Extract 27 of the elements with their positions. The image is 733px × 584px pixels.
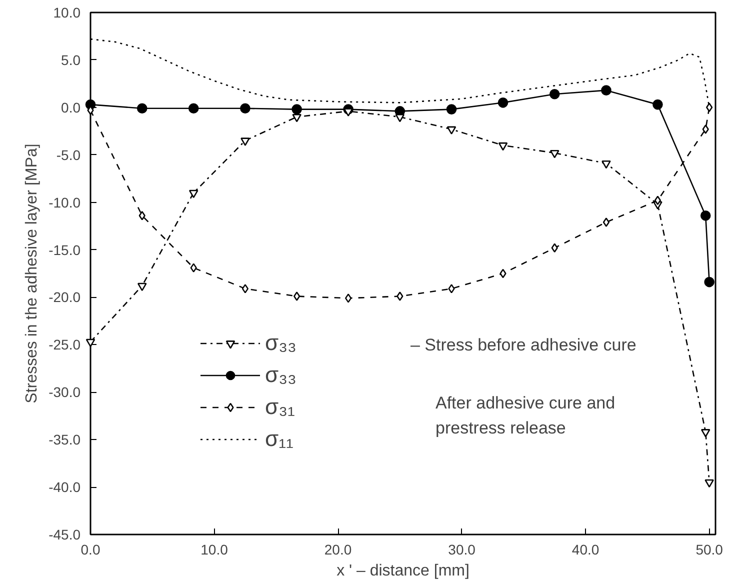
y-tick-label: 10.0 [53, 4, 81, 20]
annotation: prestress release [436, 418, 566, 438]
annotation: – Stress before adhesive cure [410, 336, 636, 354]
x-tick-label: 0.0 [80, 542, 100, 558]
y-tick-label: -10.0 [48, 194, 81, 210]
x-tick-label: 10.0 [200, 542, 228, 558]
legend-label: σ₁₁ [265, 425, 294, 453]
legend-label: σ₃₃ [265, 329, 296, 357]
y-tick-label: -15.0 [48, 242, 81, 258]
y-tick-label: 0.0 [61, 99, 81, 116]
y-tick-label: -5.0 [56, 146, 81, 163]
y-tick-label: -35.0 [48, 432, 81, 448]
x-axis-title: x ' – distance [mm] [336, 562, 470, 580]
y-tick-label: -25.0 [48, 336, 81, 353]
legend-label: σ₃₁ [265, 393, 295, 421]
x-tick-label: 50.0 [696, 542, 724, 558]
y-tick-label: -40.0 [48, 479, 81, 496]
y-tick-label: 5.0 [61, 52, 81, 68]
y-tick-label: -30.0 [48, 384, 81, 400]
legend-label: σ₃₃ [265, 361, 296, 389]
y-tick-label: -45.0 [48, 526, 81, 542]
y-axis-title: Stresses in the adhesive layer [MPa] [24, 144, 41, 404]
x-tick-label: 20.0 [324, 542, 352, 558]
y-tick-label: -20.0 [48, 289, 81, 306]
x-tick-label: 30.0 [448, 542, 476, 558]
annotation: After adhesive cure and [436, 394, 616, 412]
x-tick-label: 40.0 [572, 542, 600, 558]
